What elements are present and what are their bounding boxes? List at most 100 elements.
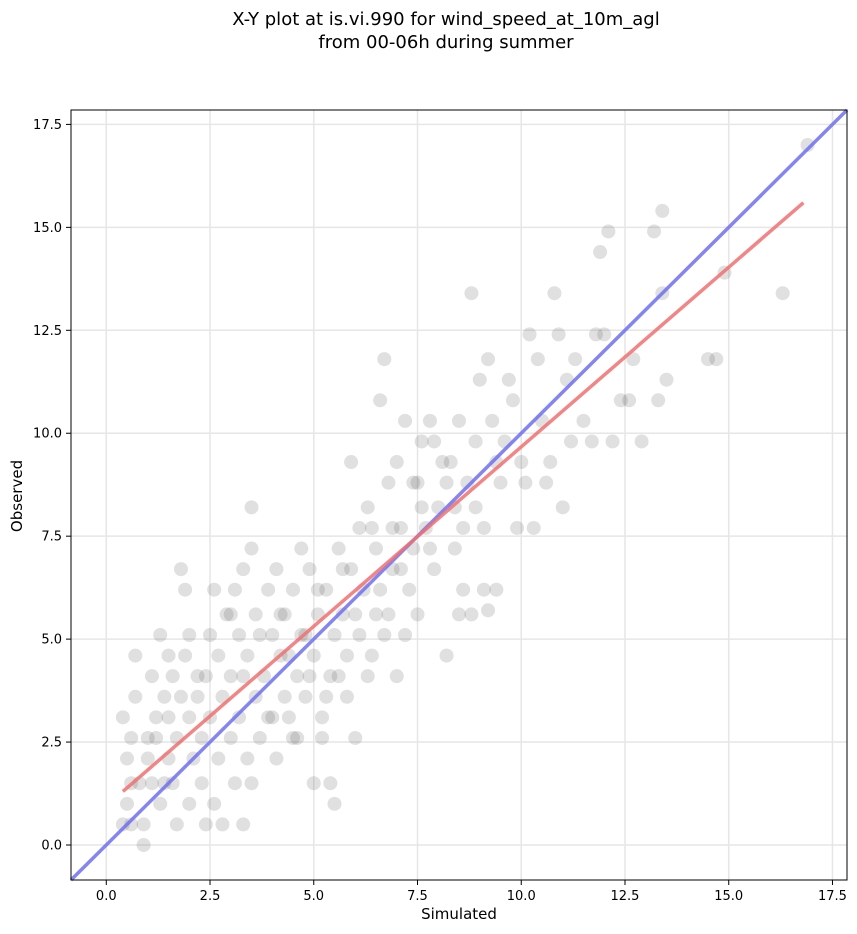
data-point bbox=[373, 582, 388, 597]
data-point bbox=[543, 455, 558, 470]
data-point bbox=[223, 669, 238, 684]
data-point bbox=[248, 607, 263, 622]
data-point bbox=[115, 710, 130, 725]
data-point bbox=[173, 689, 188, 704]
data-point bbox=[153, 796, 168, 811]
x-tick-label: 5.0 bbox=[303, 889, 324, 904]
data-point bbox=[476, 520, 491, 535]
data-point bbox=[339, 648, 354, 663]
y-axis-label: Observed bbox=[8, 460, 26, 532]
data-point bbox=[439, 475, 454, 490]
data-point bbox=[452, 607, 466, 622]
data-point bbox=[315, 710, 330, 725]
data-point bbox=[422, 541, 437, 556]
data-point bbox=[190, 689, 205, 704]
data-point bbox=[302, 669, 317, 684]
data-point bbox=[153, 628, 168, 642]
data-point bbox=[207, 582, 222, 597]
data-point bbox=[144, 776, 159, 791]
data-point bbox=[522, 327, 537, 342]
data-point bbox=[182, 796, 197, 811]
data-point bbox=[593, 245, 608, 260]
data-point bbox=[700, 352, 715, 367]
data-point bbox=[319, 689, 334, 704]
data-point bbox=[775, 286, 790, 301]
data-point bbox=[352, 520, 367, 535]
data-point bbox=[136, 838, 151, 852]
data-point bbox=[385, 520, 400, 535]
data-point bbox=[169, 817, 184, 832]
data-point bbox=[352, 628, 367, 642]
y-tick-label: 12.5 bbox=[33, 324, 62, 339]
data-point bbox=[236, 562, 251, 577]
data-point bbox=[514, 455, 529, 470]
data-point bbox=[265, 710, 280, 725]
data-point bbox=[452, 413, 466, 428]
data-point bbox=[360, 500, 375, 515]
data-point bbox=[319, 582, 334, 597]
reference-lines bbox=[69, 108, 849, 882]
data-point bbox=[364, 520, 379, 535]
data-point bbox=[157, 776, 172, 791]
plot-frame bbox=[70, 109, 848, 881]
data-point bbox=[398, 413, 413, 428]
data-point bbox=[261, 582, 276, 597]
scatter-points bbox=[115, 138, 815, 852]
data-point bbox=[323, 669, 338, 684]
data-point bbox=[136, 817, 151, 832]
data-point bbox=[447, 541, 462, 556]
data-point bbox=[232, 710, 247, 725]
data-point bbox=[622, 393, 637, 408]
data-point bbox=[481, 603, 496, 618]
data-point bbox=[144, 669, 159, 684]
data-point bbox=[173, 562, 188, 577]
data-point bbox=[435, 455, 450, 470]
data-point bbox=[240, 648, 255, 663]
data-point bbox=[364, 648, 379, 663]
x-tick-label: 10.0 bbox=[507, 889, 536, 904]
data-point bbox=[389, 669, 404, 684]
data-point bbox=[443, 455, 458, 470]
data-point bbox=[286, 582, 301, 597]
data-point bbox=[269, 751, 284, 766]
data-point bbox=[140, 751, 155, 766]
y-tick-label: 0.0 bbox=[41, 839, 62, 854]
data-point bbox=[344, 455, 359, 470]
data-point bbox=[165, 669, 180, 684]
data-point bbox=[476, 582, 491, 597]
data-point bbox=[481, 352, 496, 367]
data-point bbox=[310, 582, 325, 597]
data-point bbox=[348, 607, 363, 622]
data-point bbox=[149, 730, 164, 745]
x-tick-label: 15.0 bbox=[714, 889, 743, 904]
data-point bbox=[414, 500, 429, 515]
data-point bbox=[460, 475, 475, 490]
data-point bbox=[551, 327, 566, 342]
data-point bbox=[161, 710, 176, 725]
data-point bbox=[194, 730, 209, 745]
data-point bbox=[464, 286, 479, 301]
data-point bbox=[198, 817, 213, 832]
data-point bbox=[244, 541, 259, 556]
data-point bbox=[564, 434, 579, 449]
data-point bbox=[178, 648, 193, 663]
data-point bbox=[406, 475, 421, 490]
data-point bbox=[227, 776, 242, 791]
data-point bbox=[182, 628, 197, 642]
data-point bbox=[360, 669, 375, 684]
fit-line bbox=[121, 201, 805, 793]
data-point bbox=[389, 455, 404, 470]
data-point bbox=[327, 796, 342, 811]
data-point bbox=[493, 475, 508, 490]
data-point bbox=[651, 393, 666, 408]
y-tick-label: 7.5 bbox=[41, 530, 62, 545]
data-point bbox=[244, 776, 259, 791]
data-point bbox=[306, 648, 321, 663]
data-point bbox=[182, 710, 197, 725]
data-point bbox=[601, 224, 616, 239]
data-point bbox=[427, 562, 442, 577]
data-point bbox=[286, 730, 301, 745]
data-point bbox=[265, 628, 280, 642]
data-point bbox=[468, 434, 483, 449]
data-point bbox=[647, 224, 662, 239]
